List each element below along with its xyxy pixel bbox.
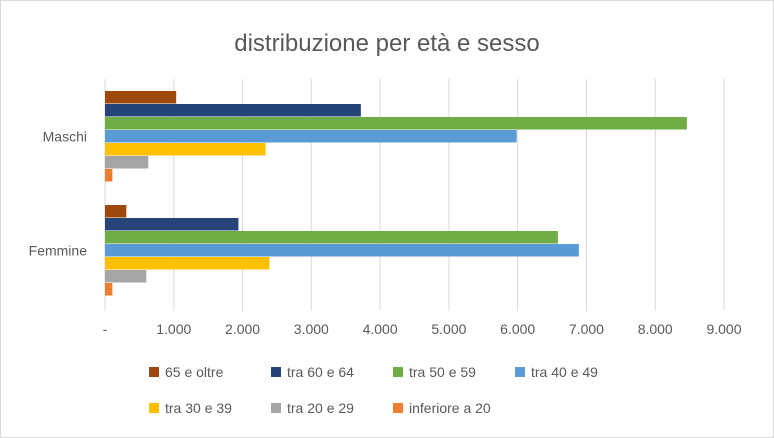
bar-tra-20-e-29-maschi [105,156,149,169]
legend-label: 65 e oltre [165,364,224,380]
legend-swatch [515,367,525,377]
x-tick-label: 1.000 [156,321,191,337]
category-label: Femmine [29,243,88,259]
bar-tra-30-e-39-femmine [105,257,270,270]
legend-swatch [393,403,403,413]
x-tick-label: 9.000 [706,321,741,337]
legend-label: tra 20 e 29 [287,400,354,416]
x-tick-label: 6.000 [500,321,535,337]
legend-swatch [149,367,159,377]
x-tick-label: 3.000 [294,321,329,337]
bar-tra-40-e-49-maschi [105,130,517,143]
bar-65-e-oltre-femmine [105,205,127,218]
x-tick-label: 7.000 [569,321,604,337]
legend-label: tra 60 e 64 [287,364,354,380]
legend-swatch [393,367,403,377]
bar-tra-30-e-39-maschi [105,143,266,156]
legend-swatch [271,403,281,413]
x-tick-label: - [103,321,108,337]
bar-tra-40-e-49-femmine [105,244,579,257]
x-tick-label: 5.000 [431,321,466,337]
bar-65-e-oltre-maschi [105,91,177,104]
bar-inferiore-a-20-femmine [105,283,113,296]
bar-tra-50-e-59-femmine [105,231,558,244]
bar-tra-20-e-29-femmine [105,270,147,283]
x-tick-label: 2.000 [225,321,260,337]
bar-inferiore-a-20-maschi [105,169,113,182]
x-tick-label: 4.000 [363,321,398,337]
legend-label: inferiore a 20 [409,400,491,416]
legend-swatch [271,367,281,377]
legend-label: tra 40 e 49 [531,364,598,380]
legend-label: tra 30 e 39 [165,400,232,416]
x-tick-label: 8.000 [638,321,673,337]
bar-tra-50-e-59-maschi [105,117,687,130]
category-label: Maschi [43,129,87,145]
legend-swatch [149,403,159,413]
chart-title: distribuzione per età e sesso [234,30,540,57]
legend-label: tra 50 e 59 [409,364,476,380]
bar-tra-60-e-64-maschi [105,104,361,117]
bar-tra-60-e-64-femmine [105,218,239,231]
